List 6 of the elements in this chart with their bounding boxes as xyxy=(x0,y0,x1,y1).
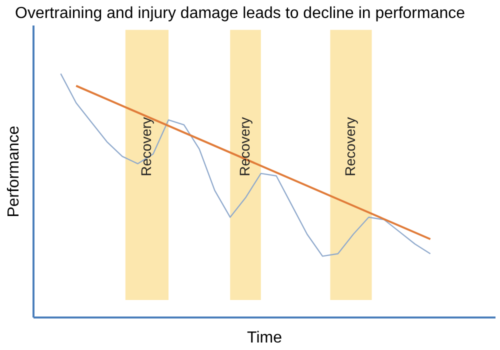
annotation: Recovery xyxy=(342,117,358,176)
annotation: Recovery xyxy=(236,117,253,176)
annotation: Recovery xyxy=(138,117,154,176)
x-axis-title: Time xyxy=(247,330,282,346)
y-axis-title: Performance xyxy=(6,126,22,218)
chart-title: Overtraining and injury damage leads to decline in performance xyxy=(15,5,466,22)
